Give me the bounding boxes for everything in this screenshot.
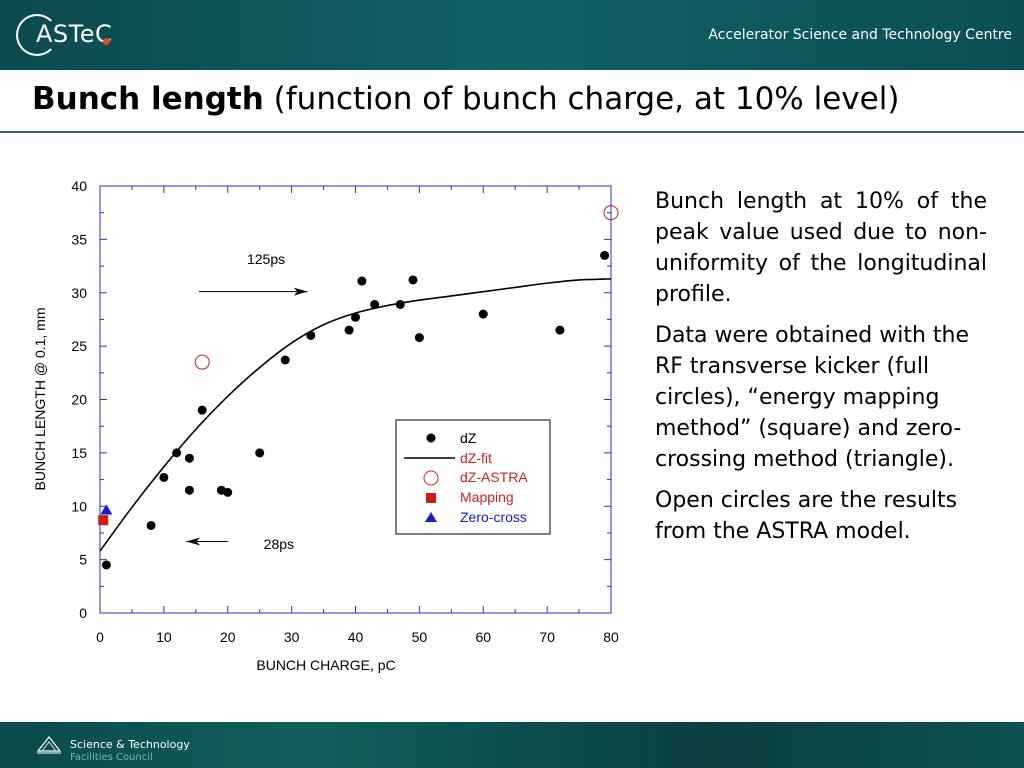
- dz-data-point: [280, 355, 290, 365]
- title-divider: [0, 131, 1024, 133]
- dz-data-point: [395, 299, 405, 309]
- x-tick-label: 30: [284, 629, 300, 645]
- legend-astra-marker: [423, 470, 439, 486]
- dz-data-point: [478, 309, 488, 319]
- legend-box: [395, 419, 551, 535]
- dz-data-point: [223, 487, 233, 497]
- legend: dZ dZ-fit dZ-ASTRA Mapping Zero-cross: [395, 419, 551, 535]
- dz-data-point: [306, 330, 316, 340]
- astra-data-point: [194, 354, 210, 370]
- slide-title: Bunch length (function of bunch charge, …: [32, 81, 899, 117]
- x-tick-label: 80: [603, 629, 619, 645]
- footer-org-line2: Facilities Council: [70, 752, 153, 763]
- dz-data-point: [555, 325, 565, 335]
- y-tick-label: 35: [71, 231, 87, 247]
- title-bold: Bunch length: [32, 81, 264, 117]
- y-tick-label: 15: [71, 445, 87, 461]
- y-tick-label: 20: [71, 392, 87, 408]
- dz-data-point: [357, 276, 367, 286]
- description-paragraph-2: Data were obtained with the RF transvers…: [655, 323, 969, 472]
- y-tick-label: 40: [71, 178, 87, 194]
- mapping-data-point: [98, 515, 109, 526]
- y-tick-label: 25: [71, 338, 87, 354]
- zerocross-data-point: [100, 504, 113, 515]
- footer-bar: Science & Technology Facilities Council: [0, 722, 1024, 768]
- x-tick-label: 40: [348, 629, 364, 645]
- y-axis-label: BUNCH LENGTH @ 0.1, mm: [32, 307, 48, 490]
- dz-data-point: [600, 250, 610, 260]
- logo-text: ASTeC: [36, 20, 113, 48]
- dz-data-point: [184, 453, 194, 463]
- description-paragraph-1: Bunch length at 10% of the peak value us…: [655, 189, 987, 307]
- plot-frame: [99, 185, 612, 614]
- dz-data-point: [159, 472, 169, 482]
- legend-dz-marker: [426, 433, 436, 443]
- dz-data-point: [172, 448, 182, 458]
- stfc-logo-icon: [36, 736, 62, 754]
- astra-data-point: [603, 205, 619, 221]
- x-tick-label: 10: [156, 629, 172, 645]
- dz-data-point: [408, 275, 418, 285]
- dz-data-point: [146, 520, 156, 530]
- footer-org-line1: Science & Technology: [70, 738, 190, 751]
- legend-mapping-label: Mapping: [460, 489, 514, 505]
- y-tick-label: 30: [71, 285, 87, 301]
- dz-data-point: [255, 448, 265, 458]
- x-tick-label: 20: [220, 629, 236, 645]
- description-paragraph-3: Open circles are the results from the AS…: [655, 488, 958, 544]
- astec-logo: ASTeC: [16, 12, 116, 56]
- x-axis-label: BUNCH CHARGE, pC: [256, 657, 395, 673]
- dz-data-point: [370, 299, 380, 309]
- legend-fit-label: dZ-fit: [460, 450, 492, 466]
- x-tick-label: 50: [412, 629, 428, 645]
- annotation-label-28ps: 28ps: [264, 536, 294, 552]
- annotation-arrowhead: [293, 287, 308, 296]
- legend-mapping-marker: [426, 493, 436, 503]
- dz-data-point: [197, 405, 207, 415]
- dz-data-point: [184, 485, 194, 495]
- y-tick-label: 5: [79, 552, 87, 568]
- description-panel: Bunch length at 10% of the peak value us…: [655, 186, 987, 557]
- logo-dot-icon: [103, 38, 110, 45]
- x-tick-label: 0: [96, 629, 104, 645]
- annotation-label-125ps: 125ps: [247, 251, 285, 267]
- dz-data-point: [414, 333, 424, 343]
- organization-name: Accelerator Science and Technology Centr…: [708, 27, 1012, 43]
- header-bar: ASTeC Accelerator Science and Technology…: [0, 0, 1024, 70]
- legend-zerocross-label: Zero-cross: [460, 509, 527, 525]
- legend-dz-label: dZ: [460, 430, 477, 446]
- title-rest: (function of bunch charge, at 10% level): [273, 81, 900, 117]
- legend-zerocross-marker: [425, 512, 437, 522]
- logo-ring-icon: [16, 14, 58, 56]
- dz-data-point: [101, 560, 111, 570]
- dz-data-point: [351, 312, 360, 322]
- legend-astra-label: dZ-ASTRA: [460, 469, 528, 485]
- bunch-length-chart: 0 10 20 30 40 50 60 70 80 0 5 10 15 20 25 30 35 40 125ps…: [32, 178, 619, 673]
- y-tick-label: 0: [79, 605, 87, 621]
- x-tick-label: 70: [539, 629, 555, 645]
- y-tick-label: 10: [71, 498, 87, 514]
- x-tick-label: 60: [475, 629, 491, 645]
- annotation-arrowhead: [186, 537, 201, 546]
- dz-data-point: [344, 325, 354, 335]
